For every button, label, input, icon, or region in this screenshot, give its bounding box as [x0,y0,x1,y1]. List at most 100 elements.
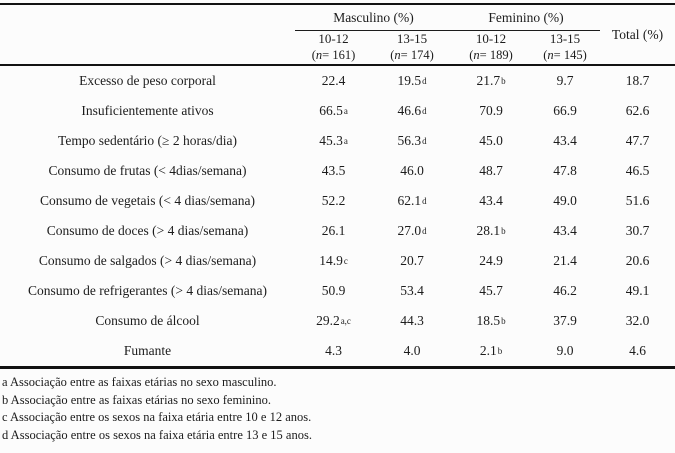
value: 50.9 [321,283,346,298]
value: 53.4 [400,283,424,298]
row-label: Excesso de peso corporal [79,73,216,88]
value-cell: 28.1 b [476,223,506,238]
value-cell: 47.7 [600,126,675,156]
n-value: = 189) [479,48,513,62]
value-cell: 4.3 [295,336,372,366]
value: 49.1 [625,283,650,298]
row-label: Consumo de doces (> 4 dias/semana) [46,223,249,238]
value-cell: 4.0 [372,336,452,366]
value: 21.4 [553,253,577,268]
header-age-masc-13-15: 13-15 [396,31,428,46]
value: 26.1 [321,223,346,238]
value: 45.3 [319,133,343,148]
header-group-feminino: Feminino (%) [452,5,600,31]
row-label: Fumante [123,343,172,358]
value: 47.8 [553,163,577,178]
value: 70.9 [479,103,503,118]
value: 18.5 [476,313,501,328]
value: 66.5 [319,103,343,118]
value: 21.7 [476,73,501,88]
value: 49.0 [553,193,577,208]
value: 30.7 [625,223,650,238]
value: 18.7 [625,73,650,88]
header-n-masc-10-12: (n = 161) [295,47,372,64]
value: 43.5 [321,163,346,178]
value-cell: 46.6 d [397,103,427,118]
n-symbol: n [315,48,323,62]
n-open: ( [390,48,395,62]
n-symbol: n [547,48,554,62]
value: 19.5 [397,73,422,88]
footnotes: a Associação entre as faixas etárias no … [0,374,675,444]
value: 14.9 [319,253,343,268]
footnote-line: c Associação entre os sexos na faixa etá… [2,410,312,424]
header-n-fem-10-12: (n = 189) [452,47,530,64]
header-n-masc-13-15: (n = 174) [372,47,452,64]
value-cell: 44.3 [372,306,452,336]
value-cell: 43.4 [452,186,530,216]
value: 52.2 [321,193,346,208]
value-cell: 52.2 [295,186,372,216]
header-empty-cell [0,5,295,64]
value: 24.9 [479,253,503,268]
header-group-masculino: Masculino (%) [295,5,452,31]
value-cell: 50.9 [295,276,372,306]
value: 66.9 [553,103,577,118]
value-cell: 62.1 d [397,193,427,208]
value-cell: 21.4 [530,246,600,276]
value: 47.7 [625,133,650,148]
row-label: Consumo de álcool [95,313,200,328]
row-label: Consumo de salgados (> 4 dias/semana) [38,253,257,268]
n-open: ( [469,48,474,62]
value-cell: 20.7 [372,246,452,276]
value: 43.4 [553,223,577,238]
value: 28.1 [476,223,501,238]
value-cell: 21.7 b [476,73,506,88]
value-cell: 49.0 [530,186,600,216]
value: 46.2 [553,283,577,298]
value: 62.6 [625,103,650,118]
value: 62.1 [397,193,422,208]
value: 32.0 [625,313,650,328]
value-cell: 45.7 [452,276,530,306]
row-label: Consumo de vegetais (< 4 dias/semana) [40,193,255,208]
value-cell: 29.2 a,c [316,313,351,328]
value-cell: 46.0 [372,156,452,186]
value-cell: 66.9 [530,96,600,126]
header-total: Total (%) [611,26,664,42]
paper-table-page: Masculino (%) Feminino (%) Total (%) 10-… [0,3,675,453]
value-cell: 4.6 [600,336,675,366]
value: 46.0 [400,163,424,178]
value-cell: 43.4 [530,216,600,246]
value: 56.3 [397,133,422,148]
value-cell: 43.5 [295,156,372,186]
value: 43.4 [479,193,503,208]
value: 46.5 [625,163,650,178]
value: 20.7 [400,253,424,268]
row-label: Insuficientemente ativos [81,103,214,118]
row-label: Tempo sedentário (≥ 2 horas/dia) [58,133,237,148]
n-value: = 145) [553,48,587,62]
value: 4.0 [403,343,421,358]
value-cell: 45.0 [452,126,530,156]
value: 37.9 [553,313,577,328]
value: 51.6 [625,193,650,208]
value: 48.7 [479,163,503,178]
value-cell: 37.9 [530,306,600,336]
value: 43.4 [553,133,577,148]
footnote-line: b Associação entre as faixas etárias no … [2,392,272,407]
header-age-masc-10-12: 10-12 [318,31,349,46]
value-cell: 45.3 a [319,133,348,148]
value-cell: 46.5 [600,156,675,186]
value: 27.0 [397,223,422,238]
value-cell: 24.9 [452,246,530,276]
value-cell: 20.6 [600,246,675,276]
footnote-line: d Associação entre os sexos na faixa etá… [2,427,312,442]
value: 4.3 [325,343,342,358]
row-label: Consumo de refrigerantes (> 4 dias/seman… [28,283,267,298]
value-cell: 62.6 [600,96,675,126]
value-cell: 48.7 [452,156,530,186]
value-cell: 66.5 a [319,103,348,118]
value-cell: 70.9 [452,96,530,126]
value: 45.0 [479,133,503,148]
